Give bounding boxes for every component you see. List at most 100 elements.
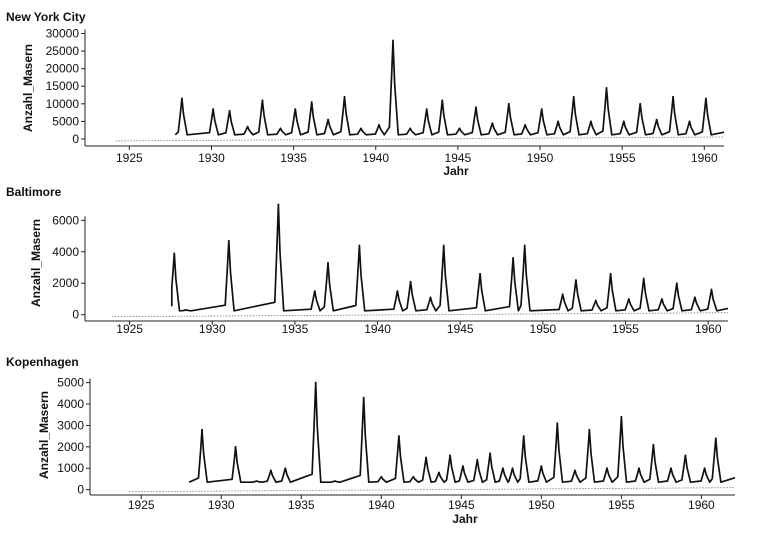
peak-point bbox=[234, 445, 237, 448]
peak-point bbox=[449, 454, 452, 457]
peak-point bbox=[642, 277, 645, 280]
peak-point bbox=[397, 435, 400, 438]
peak-point bbox=[694, 296, 696, 299]
peak-point bbox=[201, 428, 203, 431]
x-tick-label: 1955 bbox=[609, 151, 636, 165]
y-tick-label: 2000 bbox=[57, 440, 84, 454]
x-tick-label: 1930 bbox=[198, 151, 225, 165]
peak-point bbox=[228, 109, 231, 112]
peak-point bbox=[502, 467, 504, 470]
y-tick-label: 5000 bbox=[52, 114, 79, 128]
peak-point bbox=[561, 293, 564, 296]
panel-title: New York City bbox=[6, 10, 86, 24]
peak-point bbox=[594, 299, 597, 302]
peak-point bbox=[672, 95, 674, 98]
x-tick-label: 1960 bbox=[691, 151, 718, 165]
peak-point bbox=[703, 467, 706, 470]
y-tick-label: 4000 bbox=[52, 245, 79, 259]
peak-point bbox=[655, 118, 658, 121]
zero-reference-line bbox=[115, 136, 725, 142]
peak-point bbox=[310, 101, 313, 103]
peak-point bbox=[511, 467, 514, 470]
y-tick-label: 30000 bbox=[46, 27, 80, 41]
peak-point bbox=[512, 257, 515, 259]
x-tick-label: 1925 bbox=[116, 322, 143, 336]
peak-point bbox=[358, 244, 361, 247]
peak-point bbox=[261, 99, 264, 102]
peak-point bbox=[660, 298, 663, 300]
peak-point bbox=[409, 280, 412, 283]
peak-point bbox=[590, 120, 592, 123]
x-tick-label: 1940 bbox=[364, 322, 391, 336]
x-tick-label: 1950 bbox=[527, 151, 554, 165]
peak-point bbox=[684, 454, 687, 457]
peak-point bbox=[458, 127, 461, 130]
x-tick-label: 1960 bbox=[695, 322, 722, 336]
y-tick-label: 10000 bbox=[46, 97, 80, 111]
x-tick-label: 1945 bbox=[448, 498, 475, 512]
peak-point bbox=[524, 124, 527, 126]
y-tick-label: 2000 bbox=[52, 276, 79, 290]
y-axis-title: Anzahl_Masern bbox=[29, 219, 43, 307]
peak-point bbox=[540, 108, 543, 110]
x-axis-title: Jahr bbox=[443, 164, 469, 178]
y-tick-label: 0 bbox=[72, 132, 79, 146]
peak-point bbox=[710, 288, 713, 291]
peak-point bbox=[609, 272, 612, 275]
peak-point bbox=[378, 124, 380, 126]
peak-point bbox=[314, 381, 317, 384]
measles-series-line bbox=[188, 381, 736, 484]
x-tick-label: 1935 bbox=[280, 151, 307, 165]
peak-point bbox=[638, 467, 640, 470]
x-tick-label: 1935 bbox=[282, 322, 309, 336]
y-tick-label: 3000 bbox=[57, 418, 84, 432]
peak-point bbox=[572, 95, 575, 98]
peak-point bbox=[675, 282, 678, 285]
y-tick-label: 20000 bbox=[46, 62, 80, 76]
peak-point bbox=[556, 422, 559, 425]
panel-title: Baltimore bbox=[6, 185, 62, 199]
peak-point bbox=[479, 272, 481, 275]
peak-point bbox=[575, 279, 577, 281]
y-axis-title: Anzahl_Masern bbox=[37, 391, 51, 479]
y-tick-label: 15000 bbox=[46, 79, 80, 93]
peak-point bbox=[360, 127, 362, 130]
peak-point bbox=[327, 118, 330, 121]
peak-point bbox=[396, 290, 399, 293]
peak-point bbox=[540, 465, 543, 468]
peak-point bbox=[255, 480, 258, 482]
peak-point bbox=[622, 120, 625, 123]
x-tick-label: 1935 bbox=[288, 498, 315, 512]
peak-point bbox=[475, 106, 477, 109]
peak-point bbox=[438, 471, 440, 474]
peak-point bbox=[588, 428, 591, 431]
peak-point bbox=[627, 298, 630, 300]
x-tick-label: 1940 bbox=[362, 151, 389, 165]
peak-point bbox=[574, 469, 576, 472]
x-tick-label: 1945 bbox=[447, 322, 474, 336]
y-tick-label: 4000 bbox=[57, 397, 84, 411]
peak-point bbox=[523, 244, 526, 247]
measles-series-line bbox=[174, 39, 725, 136]
peak-point bbox=[442, 244, 445, 247]
y-tick-label: 6000 bbox=[52, 213, 79, 227]
peak-point bbox=[412, 475, 415, 478]
peak-point bbox=[557, 120, 559, 123]
peak-point bbox=[279, 127, 282, 130]
peak-point bbox=[184, 309, 187, 311]
peak-point bbox=[441, 99, 444, 102]
peak-point bbox=[327, 261, 329, 264]
zero-reference-line bbox=[111, 312, 729, 318]
x-tick-label: 1955 bbox=[608, 498, 635, 512]
y-tick-label: 0 bbox=[72, 308, 79, 322]
peak-point bbox=[333, 480, 336, 482]
y-tick-label: 1000 bbox=[57, 461, 84, 475]
peak-point bbox=[462, 465, 464, 468]
peak-point bbox=[409, 127, 412, 130]
peak-point bbox=[294, 108, 297, 110]
peak-point bbox=[173, 252, 176, 255]
x-tick-label: 1930 bbox=[208, 498, 235, 512]
peak-point bbox=[362, 396, 365, 399]
